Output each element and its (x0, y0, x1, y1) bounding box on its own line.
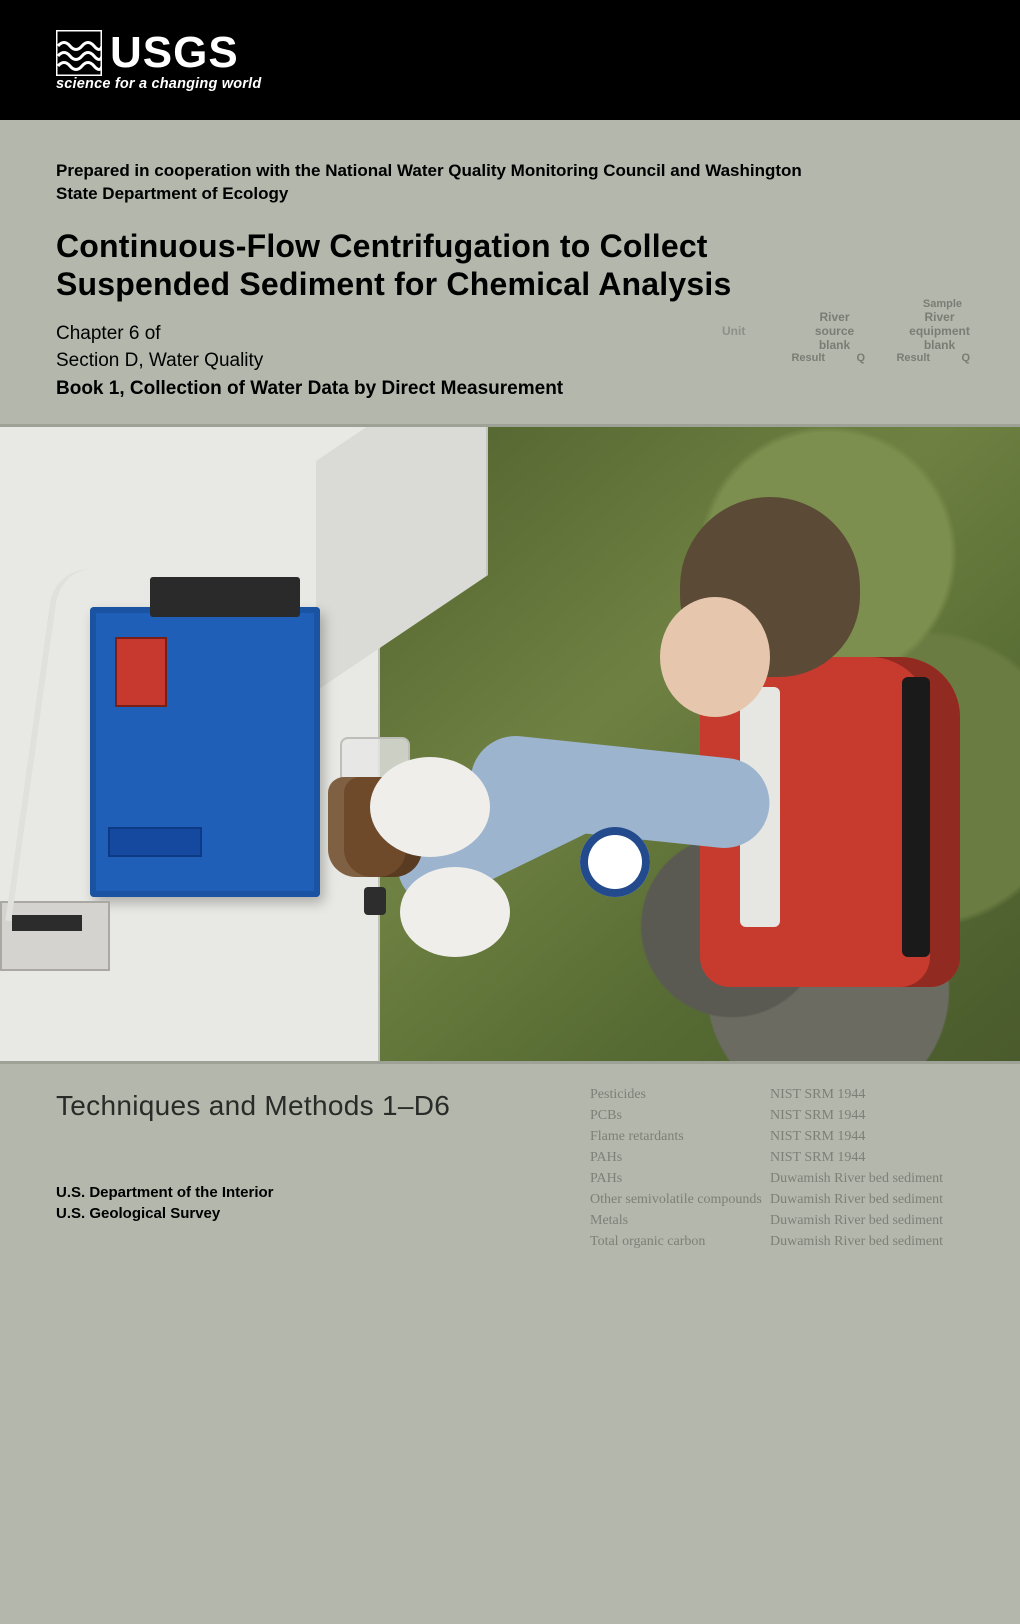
q1: Q (835, 352, 888, 364)
photo-glove-left (370, 757, 490, 857)
col-river-equip-2: equipment (887, 324, 992, 338)
ref-b-1: NIST SRM 1944 (770, 1105, 1010, 1126)
title-block: Prepared in cooperation with the Nationa… (0, 120, 1020, 424)
col-river-source-1: River (782, 310, 887, 324)
usgs-waves-icon (56, 30, 102, 76)
report-title: Continuous-Flow Centrifugation to Collec… (56, 228, 876, 304)
usgs-mark: USGS (56, 28, 261, 78)
ref-a-6: Metals (590, 1210, 770, 1231)
ref-b-0: NIST SRM 1944 (770, 1084, 1010, 1105)
usgs-wordmark: USGS (110, 28, 239, 78)
ref-a-0: Pesticides (590, 1084, 770, 1105)
q2: Q (940, 352, 993, 364)
ref-a-2: Flame retardants (590, 1126, 770, 1147)
ref-a-1: PCBs (590, 1105, 770, 1126)
background-reference-list: PesticidesNIST SRM 1944 PCBsNIST SRM 194… (590, 1084, 1010, 1252)
ref-a-7: Total organic carbon (590, 1231, 770, 1252)
ref-a-4: PAHs (590, 1168, 770, 1189)
ref-b-7: Duwamish River bed sediment (770, 1231, 1010, 1252)
res2: Result (887, 352, 940, 364)
ref-b-6: Duwamish River bed sediment (770, 1210, 1010, 1231)
footer-block: Techniques and Methods 1–D6 U.S. Departm… (0, 1064, 1020, 1624)
usgs-logo: USGS science for a changing world (56, 28, 261, 92)
ref-b-2: NIST SRM 1944 (770, 1126, 1010, 1147)
col-river-equip-3: blank (887, 338, 992, 352)
background-sample-table: Sample River River Unit source equipment… (722, 298, 992, 364)
cover-photo (0, 424, 1020, 1064)
sample-hdr: Sample (923, 298, 962, 310)
photo-centrifuge-top (150, 577, 300, 617)
col-river-source-2: source (782, 324, 887, 338)
usgs-tagline: science for a changing world (56, 76, 261, 92)
ref-a-3: PAHs (590, 1147, 770, 1168)
cooperation-statement: Prepared in cooperation with the Nationa… (56, 160, 836, 206)
unit-label: Unit (722, 324, 782, 338)
ref-a-5: Other semivolatile compounds (590, 1189, 770, 1210)
col-river-equip-1: River (887, 310, 992, 324)
photo-person (430, 497, 950, 1057)
ref-b-5: Duwamish River bed sediment (770, 1189, 1010, 1210)
header-band: USGS science for a changing world (0, 0, 1020, 120)
ref-b-4: Duwamish River bed sediment (770, 1168, 1010, 1189)
photo-face (660, 597, 770, 717)
photo-centrifuge-label (115, 637, 167, 707)
ref-b-3: NIST SRM 1944 (770, 1147, 1010, 1168)
photo-glove-right (400, 867, 510, 957)
photo-vest-patch (580, 827, 650, 897)
col-river-source-3: blank (782, 338, 887, 352)
book-line: Book 1, Collection of Water Data by Dire… (56, 375, 964, 403)
res1: Result (782, 352, 835, 364)
